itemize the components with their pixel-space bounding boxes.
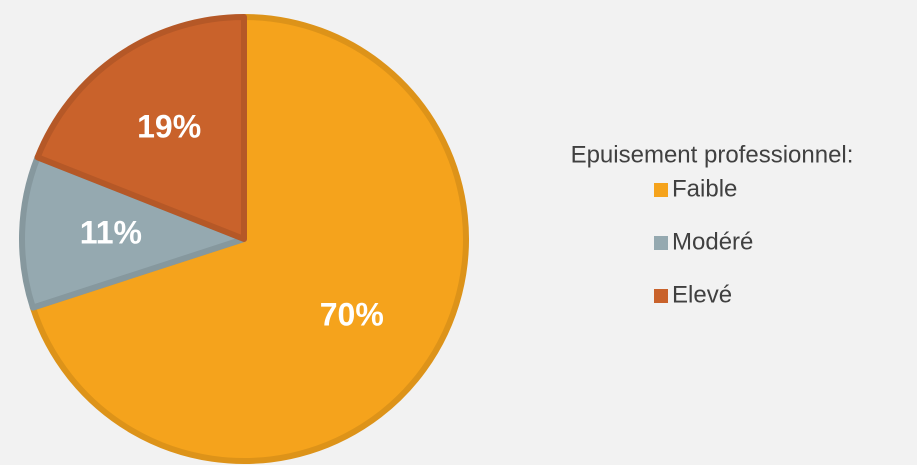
pie-slice xyxy=(19,154,247,311)
pie-slice xyxy=(29,14,469,464)
legend-swatch xyxy=(654,236,668,250)
legend-swatch xyxy=(654,289,668,303)
data-label: 11% xyxy=(80,214,142,250)
data-label: 19% xyxy=(137,108,201,144)
legend-label: Faible xyxy=(672,175,737,202)
legend-label: Elevé xyxy=(672,281,732,308)
pie-slice xyxy=(34,14,247,242)
legend-swatch xyxy=(654,183,668,197)
data-label: 70% xyxy=(320,297,384,333)
legend-label: Modéré xyxy=(672,228,753,255)
legend-title: Epuisement professionnel: xyxy=(571,141,854,168)
